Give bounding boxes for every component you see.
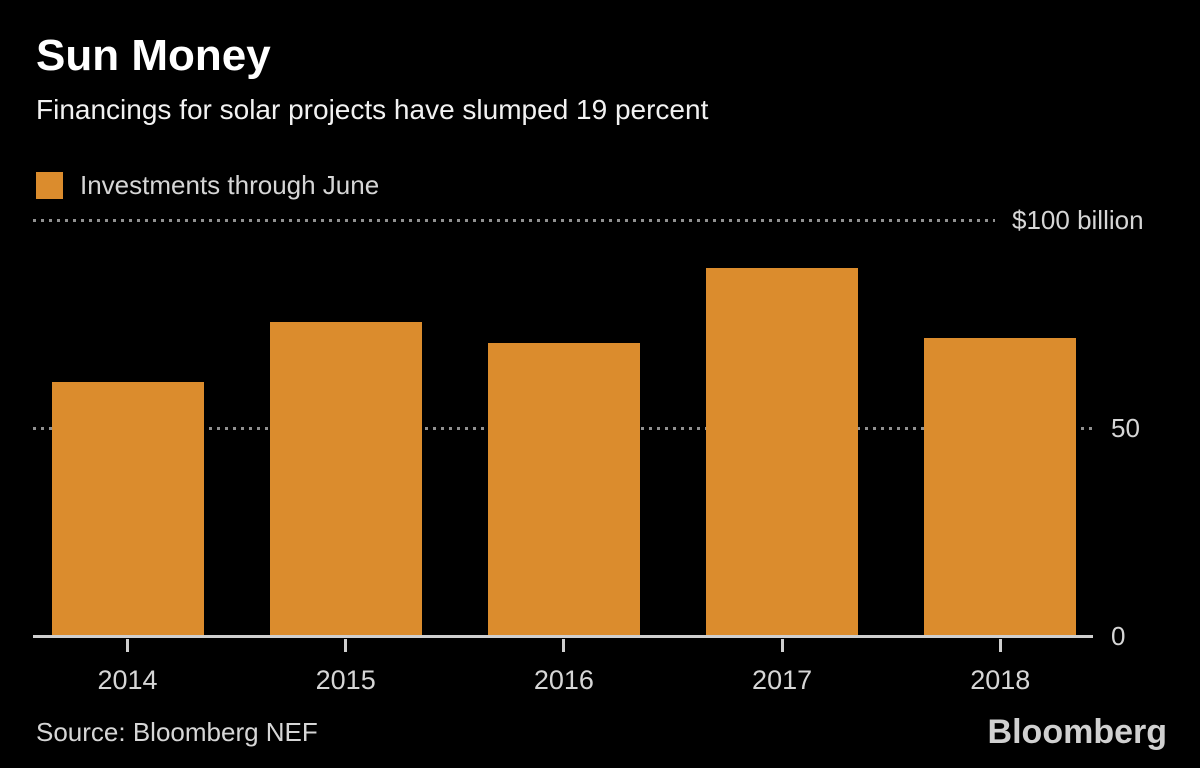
legend: Investments through June [36, 170, 379, 201]
y-axis-label-50: 50 [1111, 413, 1140, 443]
y-axis-label-0: 0 [1111, 621, 1126, 651]
x-axis-label-2016: 2016 [533, 665, 594, 695]
source-note: Source: Bloomberg NEF [36, 717, 318, 747]
legend-swatch-icon [36, 172, 63, 199]
x-tick-2017 [780, 639, 784, 652]
bar-2016 [487, 342, 640, 636]
bloomberg-logo: Bloomberg [987, 713, 1167, 751]
x-tick-2015 [344, 639, 348, 652]
chart-subtitle: Financings for solar projects have slump… [36, 94, 709, 125]
x-axis-label-2015: 2015 [315, 665, 376, 695]
x-tick-2016 [562, 639, 566, 652]
x-tick-2018 [998, 639, 1002, 652]
gridline-100 [33, 218, 995, 222]
bar-2018 [924, 338, 1077, 636]
legend-label: Investments through June [80, 170, 380, 200]
y-axis-label-100: $100 billion [1012, 205, 1144, 235]
x-tick-2014 [126, 639, 129, 652]
bar-2017 [706, 268, 859, 636]
x-axis-label-2017: 2017 [752, 665, 813, 695]
bar-2014 [51, 382, 204, 636]
x-axis-label-2014: 2014 [97, 665, 158, 695]
bar-2015 [269, 321, 422, 636]
x-axis-label-2018: 2018 [970, 665, 1031, 695]
x-axis-baseline [33, 635, 1093, 638]
chart-title: Sun Money [36, 31, 271, 80]
